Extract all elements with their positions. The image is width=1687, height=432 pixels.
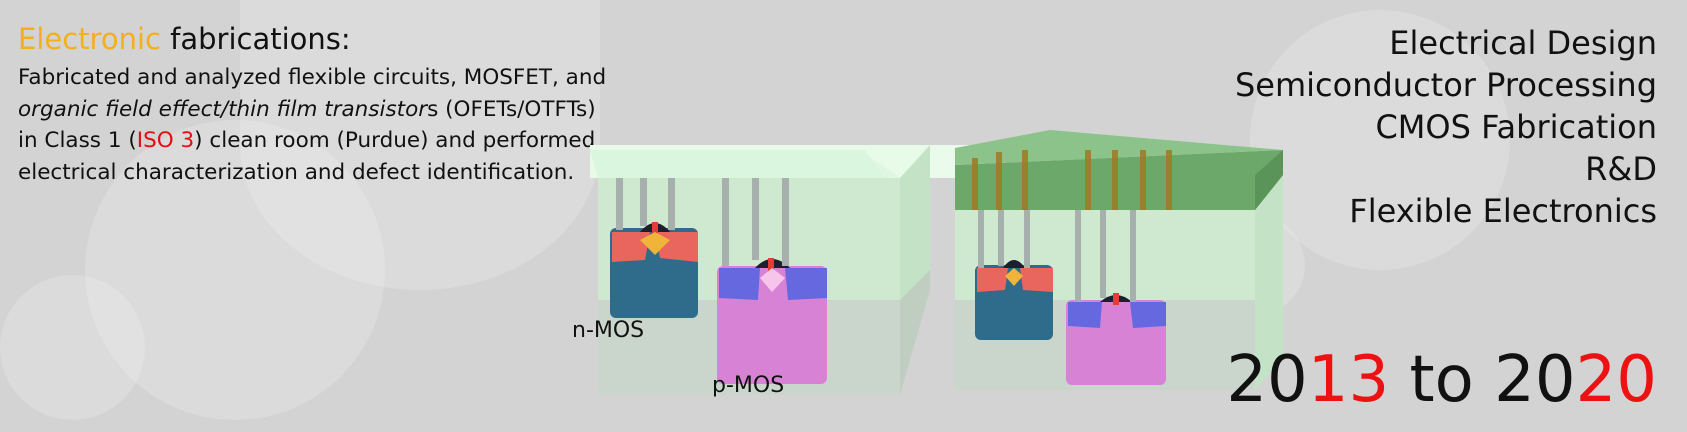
description-italic: organic field effect/thin film transisto…: [18, 96, 428, 122]
skill-item: Electrical Design: [1389, 24, 1657, 62]
cmos-block-right: [955, 130, 1283, 390]
skills-list: Electrical Design Semiconductor Processi…: [1235, 22, 1657, 232]
year-end-suffix: 20: [1575, 343, 1657, 417]
skill-item: CMOS Fabrication: [1375, 108, 1657, 146]
description-line: Fabricated and analyzed flexible circuit…: [18, 65, 607, 90]
bg-circle: [0, 275, 145, 420]
skill-item: Semiconductor Processing: [1234, 66, 1657, 104]
section-title: Electronic fabrications:: [18, 22, 351, 56]
description: Fabricated and analyzed flexible circuit…: [18, 62, 628, 188]
nmos-label: n-MOS: [572, 318, 645, 343]
year-separator: to: [1389, 343, 1495, 417]
description-text: in Class 1 (: [18, 128, 137, 153]
title-highlight: Electronic: [18, 22, 161, 56]
bg-circle: [1250, 10, 1510, 270]
bg-circle: [240, 0, 600, 290]
description-text: ) clean room (Purdue) and performed: [194, 128, 596, 153]
description-line: organic field effect/thin film transisto…: [18, 94, 628, 126]
skill-item: Flexible Electronics: [1349, 192, 1657, 230]
description-text: s (OFETs/OTFTs): [427, 96, 596, 122]
iso-highlight: ISO 3: [136, 128, 195, 153]
title-rest: fabrications:: [160, 22, 351, 56]
year-end-prefix: 20: [1494, 343, 1576, 417]
description-line: electrical characterization and defect i…: [18, 159, 575, 185]
cmos-block-left: [590, 145, 1035, 395]
pmos-label: p-MOS: [712, 373, 785, 398]
description-line: in Class 1 (ISO 3) clean room (Purdue) a…: [18, 125, 628, 157]
bg-circle: [85, 120, 385, 420]
skill-item: R&D: [1585, 150, 1657, 188]
year-start-suffix: 13: [1307, 343, 1390, 417]
year-range: 2013 to 2020: [1226, 345, 1657, 415]
year-start-prefix: 20: [1226, 343, 1308, 417]
